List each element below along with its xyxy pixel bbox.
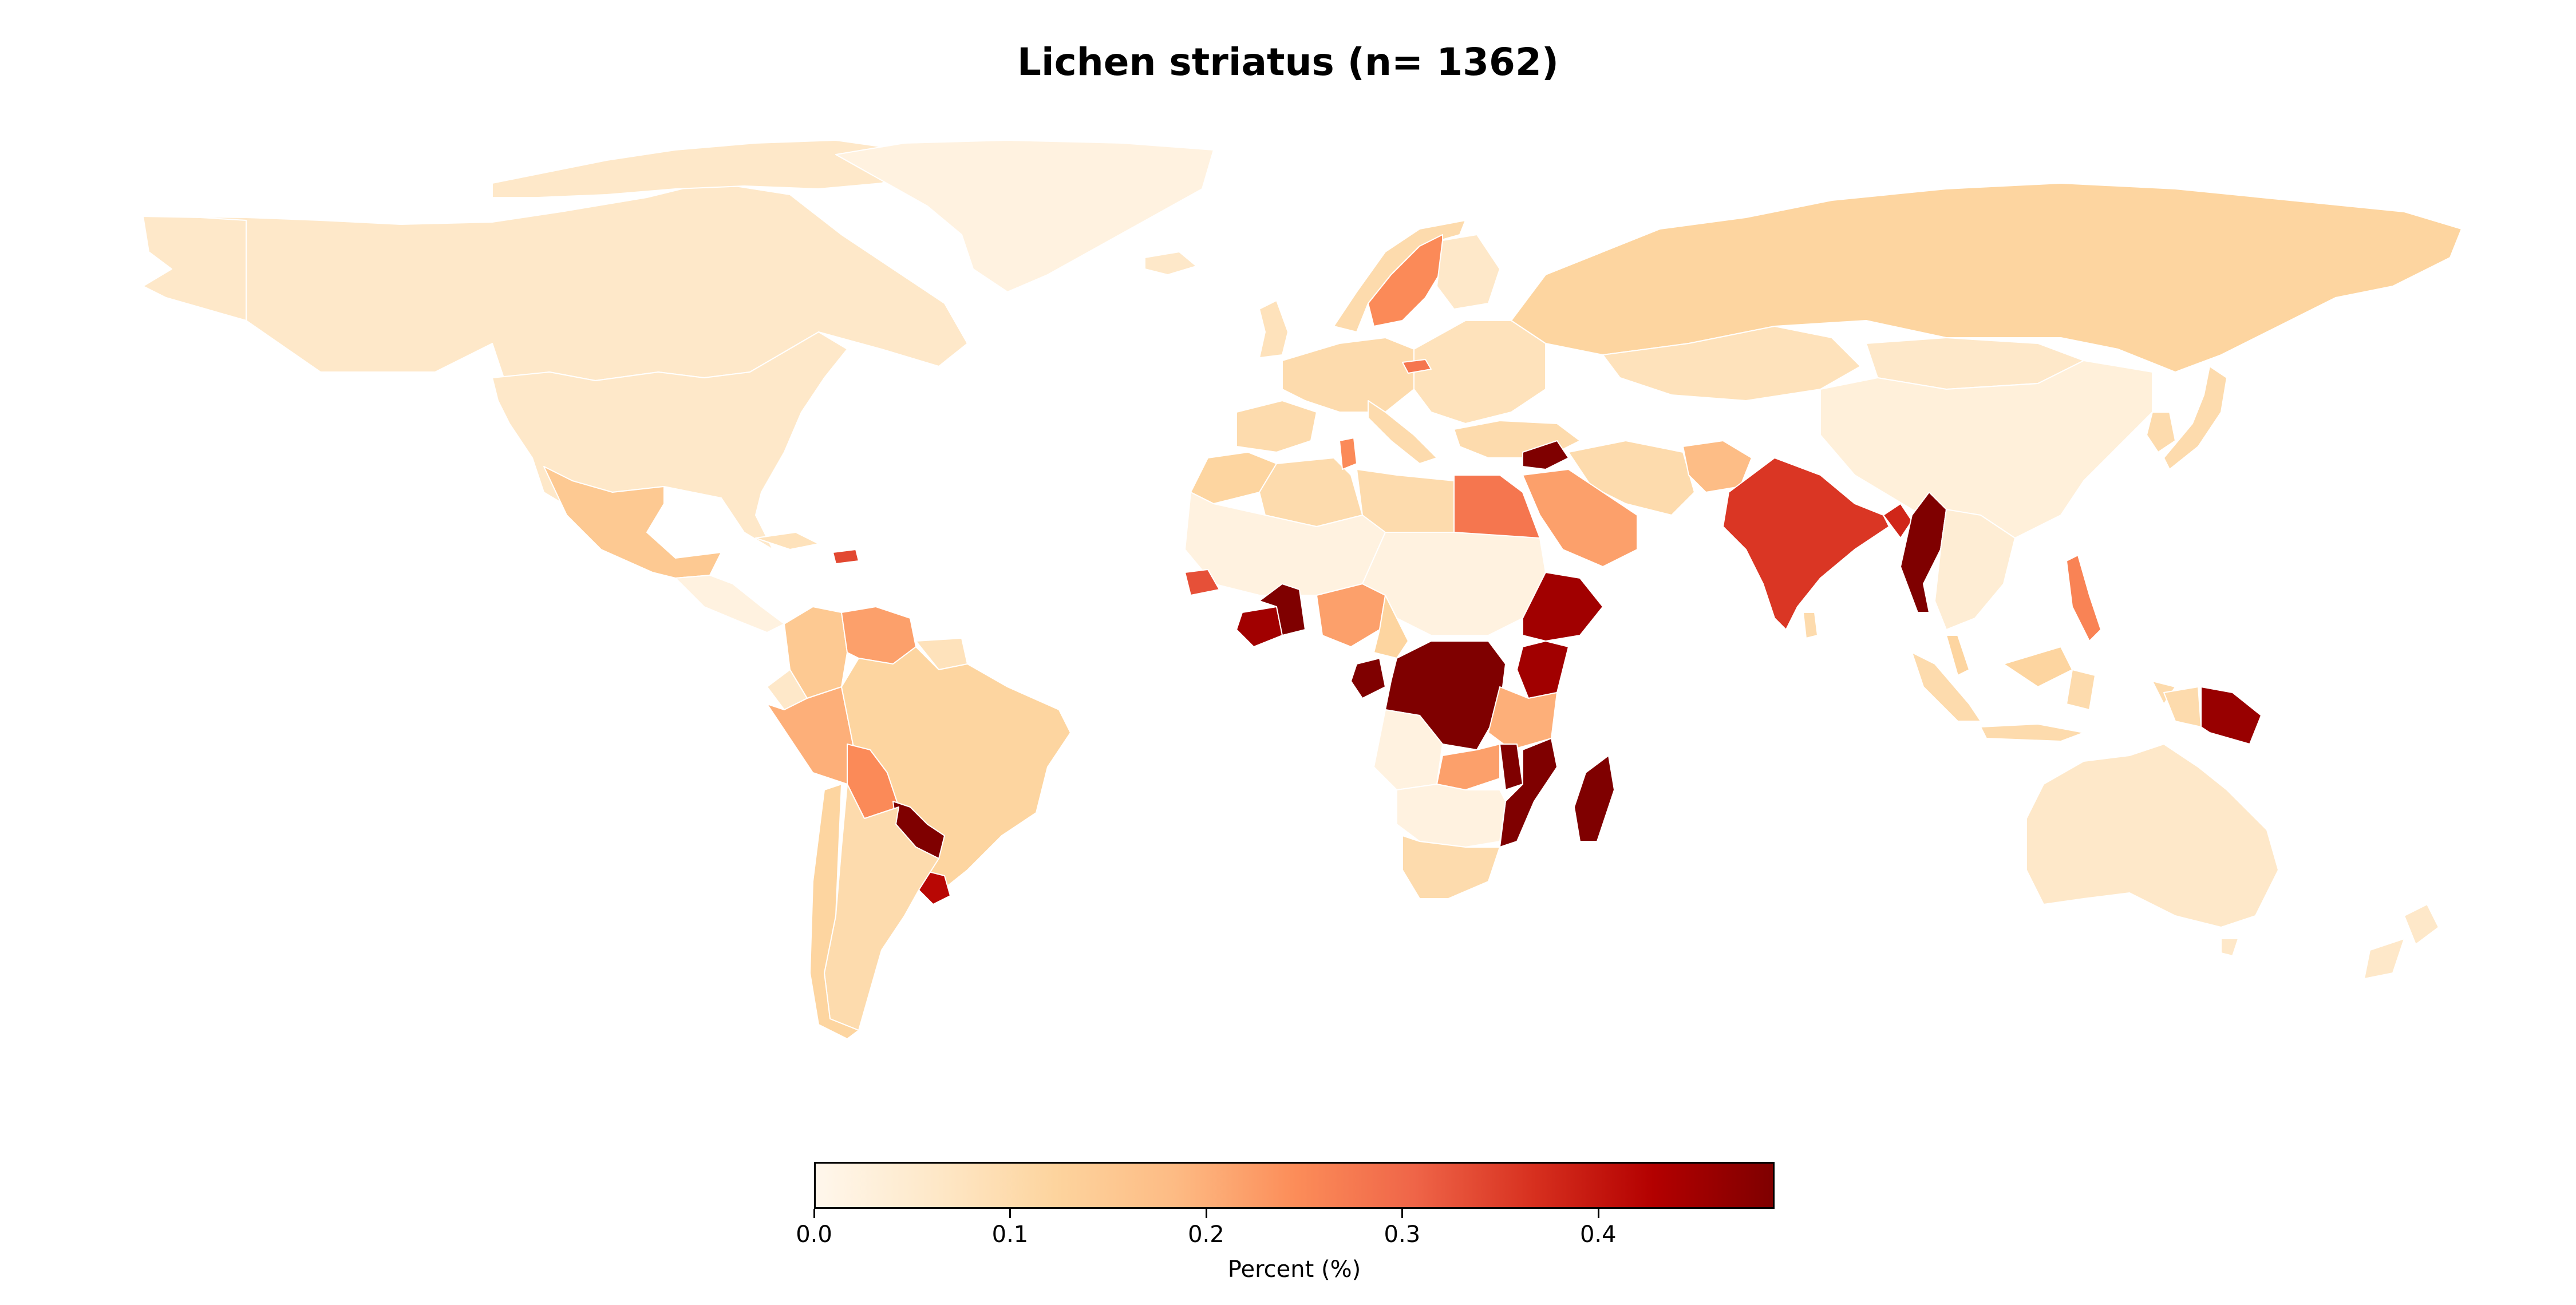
region-spain[interactable] (1236, 400, 1317, 453)
region-senegal[interactable] (1184, 569, 1220, 596)
region-india[interactable] (1722, 457, 1890, 630)
colorbar-tick-label: 0.0 (796, 1221, 832, 1248)
region-hungary[interactable] (1402, 359, 1432, 374)
colorbar-tick-label: 0.4 (1579, 1221, 1617, 1248)
region-kazakhstan[interactable] (1602, 326, 1861, 401)
colorbar-tick (1205, 1209, 1207, 1218)
region-new-guinea-west[interactable] (2163, 686, 2202, 727)
region-eastern-europe[interactable] (1413, 320, 1546, 424)
region-nigeria[interactable] (1316, 583, 1386, 647)
region-southeast-asia[interactable] (1934, 509, 2016, 630)
region-korea[interactable] (2146, 412, 2176, 453)
region-gabon[interactable] (1350, 658, 1386, 699)
region-ethiopia[interactable] (1522, 572, 1603, 642)
region-japan[interactable] (2163, 366, 2227, 470)
region-cameroon[interactable] (1373, 595, 1409, 659)
region-sri-lanka[interactable] (1803, 612, 1818, 639)
region-malaysia[interactable] (1946, 635, 2073, 687)
region-australia-tasmania[interactable] (2221, 938, 2239, 956)
region-south-africa[interactable] (1402, 835, 1500, 899)
colorbar (814, 1162, 1775, 1209)
region-indonesia[interactable] (1911, 652, 2176, 742)
region-new-zealand[interactable] (2364, 904, 2439, 979)
region-tunisia[interactable] (1339, 437, 1357, 470)
region-myanmar[interactable] (1900, 492, 1947, 613)
colorbar-label: Percent (%) (1227, 1256, 1361, 1283)
colorbar-tick (1597, 1209, 1599, 1218)
region-australia[interactable] (2026, 744, 2279, 928)
colorbar-tick (1009, 1209, 1012, 1218)
region-saudi-arabia[interactable] (1522, 469, 1638, 567)
chart-title: Lichen striatus (n= 1362) (1017, 40, 1559, 84)
colorbar-tick-label: 0.3 (1384, 1221, 1421, 1248)
region-malawi[interactable] (1499, 744, 1523, 790)
region-italy[interactable] (1368, 400, 1437, 464)
region-mozambique[interactable] (1499, 738, 1558, 848)
region-central-america[interactable] (675, 575, 785, 633)
region-cuba[interactable] (755, 532, 819, 550)
region-mexico[interactable] (543, 466, 722, 579)
region-finland[interactable] (1436, 234, 1500, 310)
region-syria[interactable] (1522, 440, 1569, 470)
region-china[interactable] (1820, 360, 2153, 539)
colorbar-tick-label: 0.2 (1188, 1221, 1224, 1248)
region-madagascar[interactable] (1574, 755, 1615, 842)
region-chad-sudan[interactable] (1362, 532, 1546, 636)
region-chile[interactable] (809, 784, 859, 1039)
region-greenland[interactable] (835, 140, 1214, 292)
region-iceland[interactable] (1144, 251, 1197, 275)
region-egypt[interactable] (1453, 474, 1540, 539)
region-western-europe[interactable] (1282, 337, 1415, 413)
region-algeria[interactable] (1259, 457, 1363, 527)
region-alaska[interactable] (143, 216, 247, 321)
region-dominican-republic[interactable] (832, 549, 859, 564)
region-norway[interactable] (1333, 220, 1466, 333)
region-philippines[interactable] (2066, 555, 2101, 642)
region-united-kingdom[interactable] (1259, 300, 1289, 358)
region-kenya[interactable] (1516, 640, 1569, 699)
region-ivory-coast[interactable] (1236, 606, 1283, 647)
region-southern-africa[interactable] (1396, 784, 1506, 848)
colorbar-tick (813, 1209, 815, 1218)
region-russia[interactable] (1511, 183, 2462, 373)
region-papua-new-guinea[interactable] (2200, 686, 2262, 745)
region-zambia[interactable] (1436, 744, 1500, 790)
colorbar-tick-label: 0.1 (991, 1221, 1029, 1248)
colorbar-tick (1401, 1209, 1404, 1218)
region-ghana[interactable] (1259, 583, 1306, 636)
